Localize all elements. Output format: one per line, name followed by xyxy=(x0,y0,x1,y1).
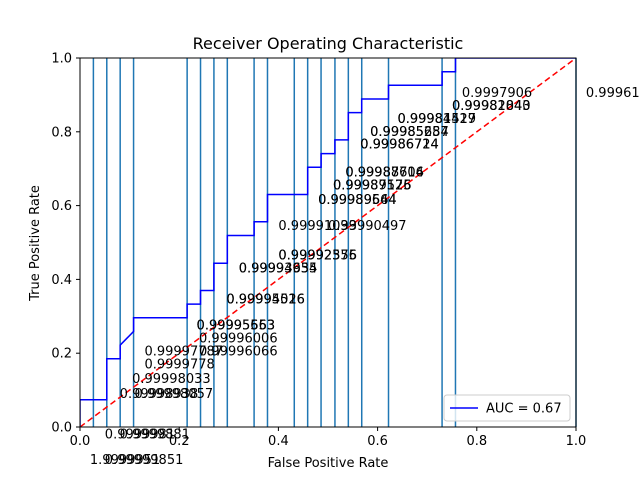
y-tick-label-1: 0.2 xyxy=(51,347,72,362)
threshold-label-7: 0.9999778 xyxy=(144,357,214,372)
threshold-label-26: 0.99988706 xyxy=(345,165,424,180)
chance-line xyxy=(80,58,576,427)
x-tick-label-3: 0.6 xyxy=(367,434,388,449)
threshold-label-32: 0.99984429 xyxy=(397,112,476,127)
threshold-label-10: 0.99996006 xyxy=(199,331,278,346)
threshold-label-23: 0.99987176 xyxy=(333,178,412,193)
threshold-label-21: 0.99989644 xyxy=(318,193,397,208)
x-tick-label-0: 0.0 xyxy=(70,434,91,449)
x-tick-label-4: 0.8 xyxy=(466,434,487,449)
threshold-label-9: 0.99996066 xyxy=(199,344,278,359)
threshold-label-5: 0.99998057 xyxy=(135,387,214,402)
threshold-label-18: 0.99992376 xyxy=(278,248,357,263)
threshold-label-30: 0.99985687 xyxy=(370,125,449,140)
threshold-label-22: 0.99989564 xyxy=(318,193,397,208)
threshold-label-1: 0.99999851 xyxy=(105,453,184,468)
threshold-label-27: 0.99986724 xyxy=(360,138,439,153)
threshold-label-13: 0.99995016 xyxy=(226,293,305,308)
y-tick-label-5: 1.0 xyxy=(51,52,72,67)
axes-frame xyxy=(79,57,577,428)
threshold-label-6: 0.99998033 xyxy=(132,372,211,387)
y-tick-label-0: 0.0 xyxy=(51,421,72,436)
threshold-label-20: 0.99990497 xyxy=(328,219,407,234)
threshold-label-35: 0.9997906 xyxy=(462,86,532,101)
threshold-label-4: 0.99998938 xyxy=(120,387,199,402)
threshold-label-33: 0.99981843 xyxy=(452,99,531,114)
threshold-label-15: 0.99993634 xyxy=(239,261,318,276)
threshold-label-0: 1.9999951 xyxy=(90,453,160,468)
threshold-label-31: 0.99981517 xyxy=(397,112,476,127)
threshold-label-2: 0.9999981 xyxy=(105,427,175,442)
x-axis-label: False Positive Rate xyxy=(268,456,389,471)
threshold-label-19: 0.99991033 xyxy=(278,219,357,234)
threshold-label-14: 0.99994526 xyxy=(226,293,305,308)
threshold-label-34: 0.99982040 xyxy=(452,99,531,114)
threshold-label-3: 0.9999881 xyxy=(120,427,190,442)
threshold-label-25: 0.99987614 xyxy=(345,165,424,180)
plot-layer: 0.00.0 0.2 0.2 0.4 0.4 0.6 0.6 0.8 0.8 1.0 1.0 1.99… xyxy=(51,52,639,469)
y-axis-label: True Positive Rate xyxy=(28,185,43,302)
threshold-label-29: 0.99985254 xyxy=(370,125,449,140)
x-tick-label-5: 1.0 xyxy=(566,434,587,449)
y-tick-label-2: 0.4 xyxy=(51,273,72,288)
threshold-label-24: 0.99989525 xyxy=(333,178,412,193)
threshold-label-8: 0.99997787 xyxy=(144,344,223,359)
roc-curve xyxy=(80,58,576,427)
y-tick-label-4: 0.8 xyxy=(51,125,72,140)
x-tick-label-1: 0.2 xyxy=(169,434,190,449)
threshold-label-12: 0.99995663 xyxy=(197,319,276,334)
threshold-label-11: 0.99995553 xyxy=(197,319,276,334)
y-tick-label-3: 0.6 xyxy=(51,199,72,214)
threshold-label-16: 0.99994955 xyxy=(239,261,318,276)
threshold-label-17: 0.99992555 xyxy=(278,248,357,263)
legend-box xyxy=(443,394,571,422)
threshold-label-28: 0.99986714 xyxy=(360,138,439,153)
legend-label-roc: AUC = 0.67 xyxy=(486,402,562,417)
threshold-label-36: 0.99961 xyxy=(586,86,640,101)
chart-title: Receiver Operating Characteristic xyxy=(193,34,464,53)
x-tick-label-2: 0.4 xyxy=(268,434,289,449)
